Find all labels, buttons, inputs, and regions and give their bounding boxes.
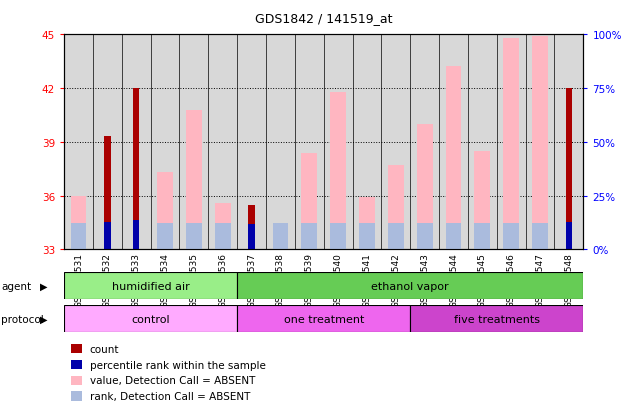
Bar [215,203,231,250]
Bar [417,125,433,250]
Text: value, Detection Call = ABSENT: value, Detection Call = ABSENT [90,375,255,385]
Text: agent: agent [1,281,31,291]
Text: humidified air: humidified air [112,281,190,291]
Bar [301,153,317,250]
Bar [417,223,433,250]
Bar [532,223,548,250]
Bar [566,89,572,250]
Bar [64,273,237,299]
Bar [104,137,110,250]
Bar [272,223,288,250]
Text: protocol: protocol [1,314,44,324]
Text: one treatment: one treatment [283,314,364,324]
Text: five treatments: five treatments [454,314,540,324]
Bar [330,93,346,250]
Text: control: control [131,314,170,324]
Bar [133,221,139,250]
Bar [474,152,490,250]
Bar [215,223,231,250]
Text: count: count [90,344,119,354]
Bar [157,223,173,250]
Text: percentile rank within the sample: percentile rank within the sample [90,360,265,370]
Bar [249,225,254,250]
Bar [410,306,583,332]
Bar [445,67,462,250]
Bar [445,223,462,250]
Bar [272,223,288,250]
Bar [104,222,110,250]
Text: ▶: ▶ [40,281,47,291]
Bar [388,166,404,250]
Bar [503,39,519,250]
Bar [186,223,202,250]
Bar [359,223,375,250]
Bar [330,223,346,250]
Bar [237,273,583,299]
Text: rank, Detection Call = ABSENT: rank, Detection Call = ABSENT [90,391,250,401]
Bar [474,223,490,250]
Bar [71,196,87,250]
Text: ethanol vapor: ethanol vapor [371,281,449,291]
Text: ▶: ▶ [40,314,47,324]
Bar [237,306,410,332]
Bar [71,223,87,250]
Bar [133,89,139,250]
Bar [157,173,173,250]
Bar [249,205,254,250]
Bar [64,306,237,332]
Bar [503,223,519,250]
Bar [388,223,404,250]
Bar [301,223,317,250]
Text: GDS1842 / 141519_at: GDS1842 / 141519_at [255,12,392,25]
Bar [186,110,202,250]
Bar [532,37,548,250]
Bar [566,222,572,250]
Bar [359,198,375,250]
